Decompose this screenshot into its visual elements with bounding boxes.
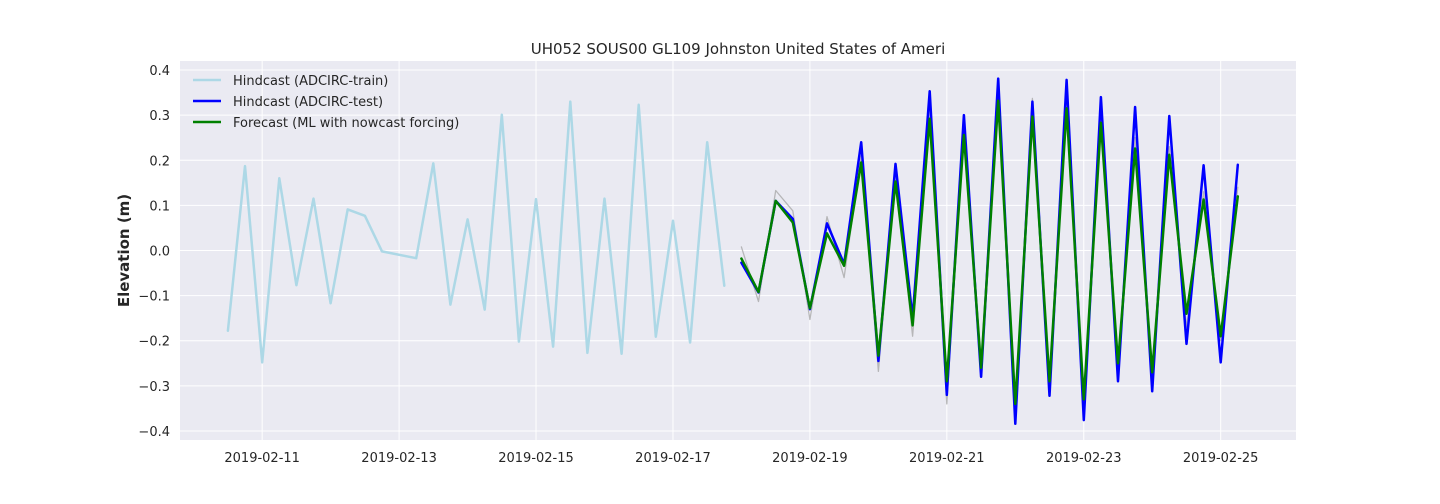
grid	[180, 61, 1296, 440]
x-tick-label: 2019-02-15	[498, 451, 574, 466]
y-tick-label: 0.4	[149, 64, 170, 79]
legend: Hindcast (ADCIRC-train) Hindcast (ADCIRC…	[193, 74, 459, 131]
y-axis: −0.4 −0.3 −0.2 −0.1 0.0 0.1 0.2 0.3 0.4	[138, 64, 170, 440]
x-tick-label: 2019-02-23	[1046, 451, 1122, 466]
y-tick-label: 0.0	[149, 245, 170, 260]
x-tick-label: 2019-02-11	[224, 451, 300, 466]
y-tick-label: −0.3	[138, 380, 170, 395]
chart-title: UH052 SOUS00 GL109 Johnston United State…	[531, 40, 946, 58]
series-line-forecast	[740, 99, 1240, 406]
y-axis-label: Elevation (m)	[115, 194, 133, 307]
series-lines	[226, 77, 1240, 426]
series-line-train	[226, 100, 726, 364]
y-tick-label: −0.4	[138, 425, 170, 440]
y-tick-label: 0.2	[149, 154, 170, 169]
x-tick-label: 2019-02-21	[909, 451, 985, 466]
x-tick-label: 2019-02-19	[772, 451, 848, 466]
x-axis: 2019-02-11 2019-02-13 2019-02-15 2019-02-17…	[224, 451, 1258, 466]
y-tick-label: −0.2	[138, 335, 170, 350]
x-tick-label: 2019-02-17	[635, 451, 711, 466]
legend-label-train: Hindcast (ADCIRC-train)	[233, 74, 388, 89]
y-tick-label: −0.1	[138, 290, 170, 305]
x-tick-label: 2019-02-25	[1183, 451, 1259, 466]
legend-label-test: Hindcast (ADCIRC-test)	[233, 95, 383, 110]
y-tick-label: 0.3	[149, 109, 170, 124]
legend-label-forecast: Forecast (ML with nowcast forcing)	[233, 116, 459, 131]
y-tick-label: 0.1	[149, 199, 170, 214]
x-tick-label: 2019-02-13	[361, 451, 437, 466]
